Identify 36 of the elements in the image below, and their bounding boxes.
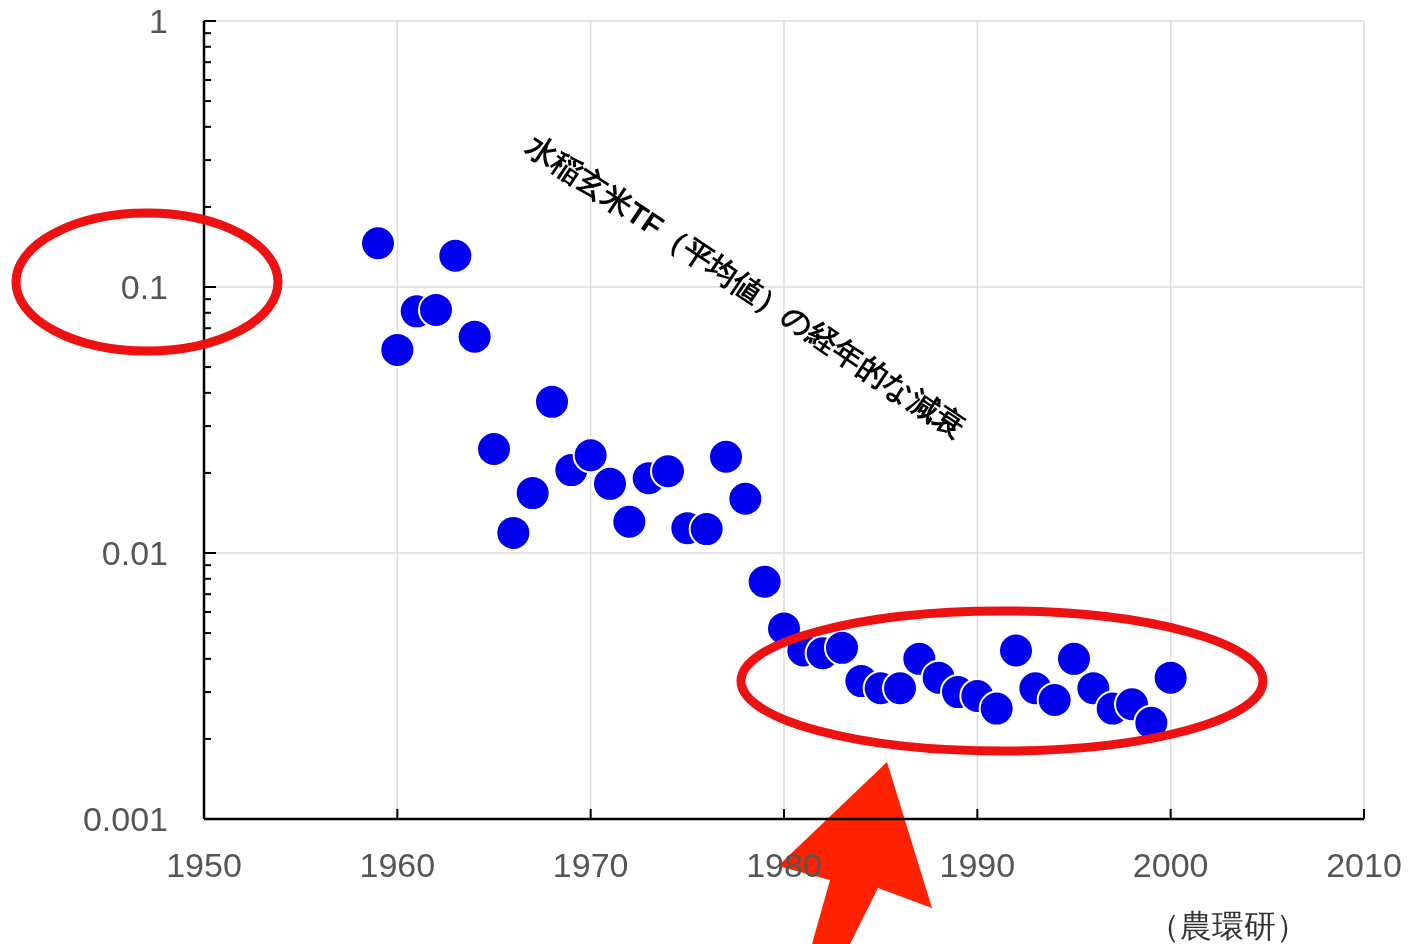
point — [572, 437, 609, 474]
point — [534, 383, 570, 420]
point — [456, 318, 493, 355]
y-tick-label: 0.001 — [82, 800, 168, 838]
point — [688, 511, 725, 548]
x-tick-label: 1990 — [939, 846, 1016, 884]
y-tick-label: 1 — [149, 2, 168, 40]
x-tick-label: 2010 — [1326, 846, 1402, 884]
point — [360, 225, 396, 262]
x-tick-label: 1950 — [166, 846, 242, 884]
point — [379, 331, 416, 368]
point — [1152, 659, 1189, 696]
point — [998, 632, 1034, 669]
point — [727, 480, 764, 517]
y-tick-label: 0.1 — [120, 268, 168, 306]
point — [476, 431, 512, 468]
point — [978, 690, 1015, 727]
point — [418, 291, 454, 328]
annotation: 水稲玄米TF（平均値）の経年的な減衰 — [520, 128, 971, 444]
point — [495, 514, 532, 551]
x-tick-label: 1960 — [359, 846, 436, 884]
point — [746, 563, 783, 600]
point — [1056, 640, 1092, 677]
point — [611, 503, 648, 540]
point — [882, 670, 918, 707]
point — [437, 237, 474, 274]
x-tick-label: 2000 — [1132, 846, 1209, 884]
point — [824, 629, 860, 666]
point — [708, 438, 744, 475]
y-tick-label: 0.01 — [101, 534, 168, 572]
x-tick-label: 1970 — [552, 846, 629, 884]
point — [592, 465, 628, 502]
text: （農環研） — [1148, 908, 1308, 944]
point — [514, 475, 551, 512]
point — [1036, 682, 1073, 719]
point — [650, 453, 686, 490]
